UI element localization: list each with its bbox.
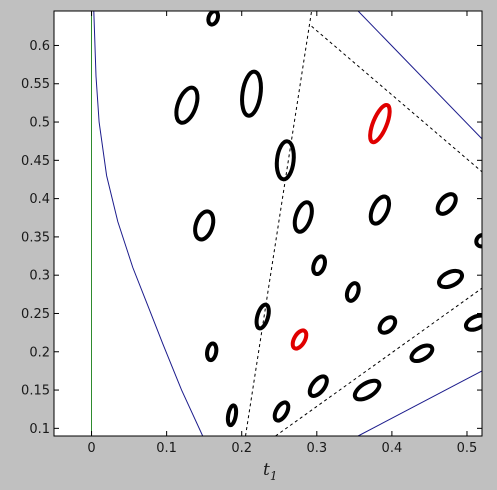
x-tick-label-2: 0.2 [231, 441, 252, 456]
ellipse-18 [409, 343, 435, 364]
ellipse-7 [368, 194, 392, 226]
ellipse-8 [435, 192, 458, 216]
y-tick-label-2: 0.2 [29, 345, 50, 360]
ellipse-22 [272, 400, 291, 423]
boundary-curve-3 [357, 370, 482, 436]
x-tick-label-5: 0.5 [457, 441, 478, 456]
ellipse-4 [274, 139, 296, 182]
y-tick-label-10: 0.6 [29, 39, 50, 54]
boundary-curve-2 [357, 11, 482, 140]
ticks-layer: 0 0.1 0.2 0.3 0.4 0.5 0.1 0.15 0.2 0.25 0.3 0.35 0.4… [21, 11, 482, 456]
ellipse-19 [307, 374, 329, 398]
ellipse-13 [254, 302, 271, 331]
x-tick-label-4: 0.4 [382, 441, 403, 456]
ellipse-6 [292, 200, 314, 234]
ellipse-15 [377, 315, 398, 335]
highlighted-ellipse-3 [368, 102, 392, 145]
ellipse-11 [344, 281, 361, 303]
dashed-line-6 [275, 287, 482, 436]
y-tick-label-4: 0.3 [29, 269, 50, 284]
highlighted-ellipse-14 [290, 328, 309, 351]
boundary-curve-0 [93, 11, 204, 436]
x-axis-title-subscript: 1 [270, 469, 278, 483]
ellipse-16 [463, 313, 482, 332]
ellipse-5 [193, 209, 216, 242]
plot-frame [53, 10, 483, 437]
ellipse-20 [352, 378, 382, 402]
curves-layer [91, 11, 482, 436]
x-axis-title: t1 [263, 460, 277, 483]
x-tick-label-0: 0 [87, 441, 95, 456]
y-tick-label-3: 0.25 [21, 307, 50, 322]
x-axis-title-main: t [263, 460, 270, 480]
x-tick-label-1: 0.1 [156, 441, 177, 456]
ellipse-21 [225, 403, 239, 428]
dashed-line-5 [311, 25, 482, 173]
y-tick-label-9: 0.55 [21, 77, 50, 92]
y-tick-label-0: 0.1 [29, 422, 50, 437]
y-tick-label-1: 0.15 [21, 384, 50, 399]
y-tick-label-8: 0.5 [29, 116, 50, 131]
y-tick-label-5: 0.35 [21, 230, 50, 245]
ellipse-1 [174, 85, 200, 125]
ellipse-2 [240, 69, 263, 118]
ellipse-12 [436, 268, 465, 290]
x-tick-label-3: 0.3 [306, 441, 327, 456]
ellipse-10 [311, 254, 327, 277]
y-tick-label-7: 0.45 [21, 154, 50, 169]
plot-area [54, 11, 482, 436]
y-tick-label-6: 0.4 [29, 192, 50, 207]
ellipse-17 [205, 341, 219, 363]
